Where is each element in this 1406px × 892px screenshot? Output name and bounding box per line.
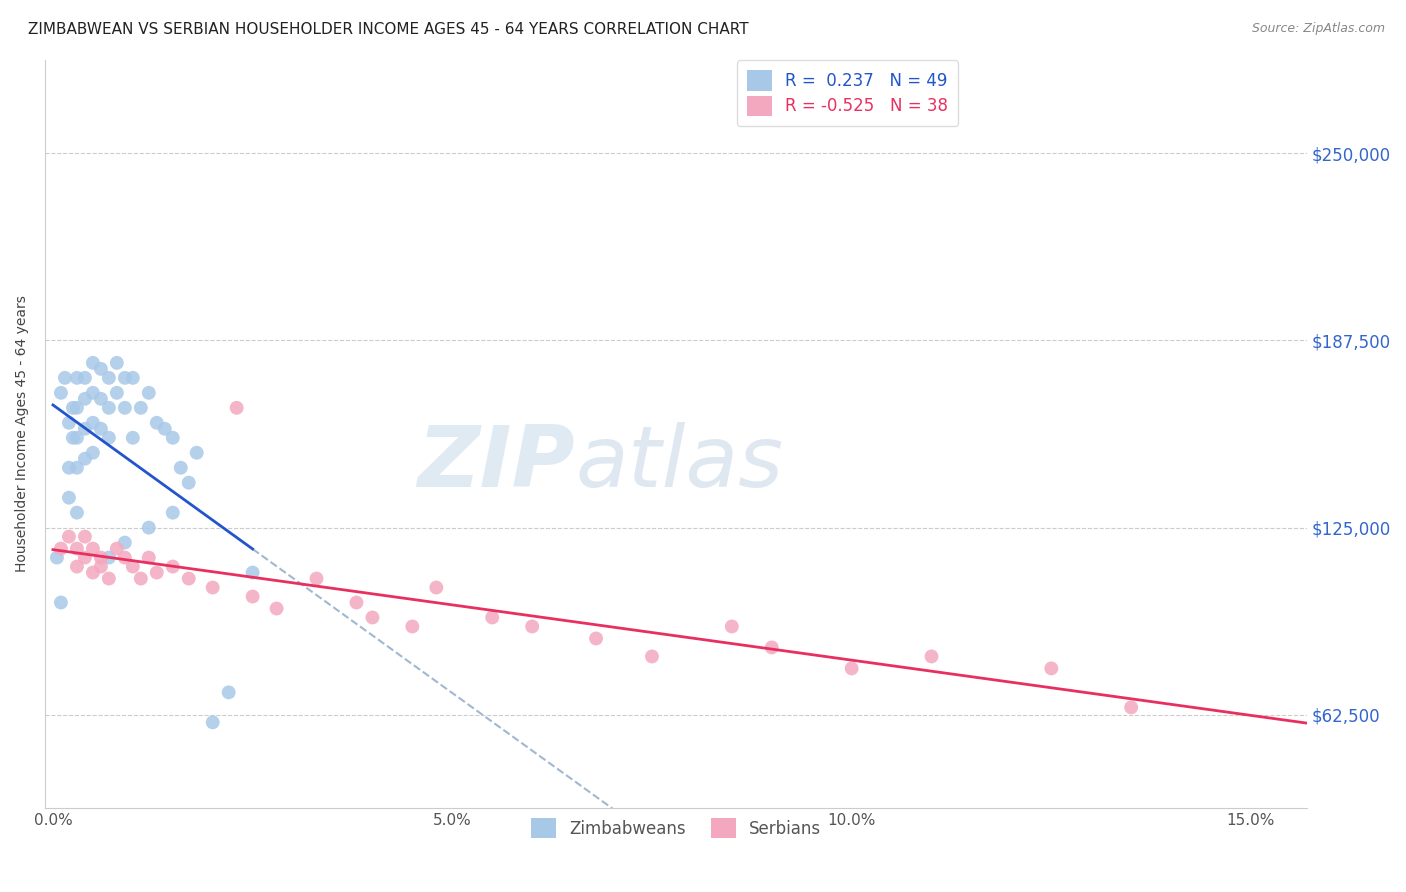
Point	[82, 446, 104, 460]
Point	[162, 431, 184, 445]
Point	[266, 601, 288, 615]
Point	[97, 550, 120, 565]
Point	[114, 371, 136, 385]
Point	[90, 422, 112, 436]
Point	[170, 460, 193, 475]
Text: ZIMBABWEAN VS SERBIAN HOUSEHOLDER INCOME AGES 45 - 64 YEARS CORRELATION CHART: ZIMBABWEAN VS SERBIAN HOUSEHOLDER INCOME…	[28, 22, 749, 37]
Point	[129, 401, 152, 415]
Point	[162, 559, 184, 574]
Point	[105, 541, 128, 556]
Point	[66, 559, 89, 574]
Point	[114, 535, 136, 549]
Point	[58, 491, 80, 505]
Point	[90, 559, 112, 574]
Point	[66, 506, 89, 520]
Point	[177, 475, 200, 490]
Text: ZIP: ZIP	[418, 423, 575, 506]
Point	[53, 371, 76, 385]
Point	[114, 550, 136, 565]
Point	[138, 385, 160, 400]
Point	[66, 371, 89, 385]
Point	[66, 541, 89, 556]
Point	[49, 385, 72, 400]
Y-axis label: Householder Income Ages 45 - 64 years: Householder Income Ages 45 - 64 years	[15, 295, 30, 573]
Point	[721, 619, 744, 633]
Point	[138, 550, 160, 565]
Point	[62, 401, 84, 415]
Text: Source: ZipAtlas.com: Source: ZipAtlas.com	[1251, 22, 1385, 36]
Point	[97, 431, 120, 445]
Point	[58, 416, 80, 430]
Point	[97, 572, 120, 586]
Point	[73, 550, 96, 565]
Point	[585, 632, 607, 646]
Point	[177, 572, 200, 586]
Point	[121, 431, 143, 445]
Point	[761, 640, 783, 655]
Point	[66, 401, 89, 415]
Point	[62, 431, 84, 445]
Point	[401, 619, 423, 633]
Point	[73, 530, 96, 544]
Point	[114, 401, 136, 415]
Point	[481, 610, 503, 624]
Point	[186, 446, 208, 460]
Point	[1040, 661, 1063, 675]
Point	[121, 371, 143, 385]
Point	[129, 572, 152, 586]
Point	[73, 371, 96, 385]
Point	[49, 541, 72, 556]
Text: atlas: atlas	[575, 423, 783, 506]
Point	[90, 392, 112, 406]
Point	[46, 550, 69, 565]
Point	[66, 431, 89, 445]
Point	[105, 356, 128, 370]
Point	[82, 541, 104, 556]
Point	[73, 422, 96, 436]
Point	[153, 422, 176, 436]
Point	[1121, 700, 1143, 714]
Point	[97, 371, 120, 385]
Point	[162, 506, 184, 520]
Point	[138, 521, 160, 535]
Point	[520, 619, 543, 633]
Point	[218, 685, 240, 699]
Point	[58, 530, 80, 544]
Point	[66, 460, 89, 475]
Point	[225, 401, 247, 415]
Point	[425, 581, 447, 595]
Point	[49, 595, 72, 609]
Point	[146, 566, 169, 580]
Point	[73, 392, 96, 406]
Point	[242, 590, 264, 604]
Point	[97, 401, 120, 415]
Point	[201, 715, 224, 730]
Point	[82, 385, 104, 400]
Point	[82, 356, 104, 370]
Point	[105, 385, 128, 400]
Point	[90, 362, 112, 376]
Point	[242, 566, 264, 580]
Point	[641, 649, 664, 664]
Point	[90, 550, 112, 565]
Point	[841, 661, 863, 675]
Point	[121, 559, 143, 574]
Point	[201, 581, 224, 595]
Point	[73, 451, 96, 466]
Point	[146, 416, 169, 430]
Point	[346, 595, 368, 609]
Point	[305, 572, 328, 586]
Point	[82, 566, 104, 580]
Point	[58, 460, 80, 475]
Point	[921, 649, 943, 664]
Point	[361, 610, 384, 624]
Legend: Zimbabweans, Serbians: Zimbabweans, Serbians	[524, 812, 828, 845]
Point	[82, 416, 104, 430]
